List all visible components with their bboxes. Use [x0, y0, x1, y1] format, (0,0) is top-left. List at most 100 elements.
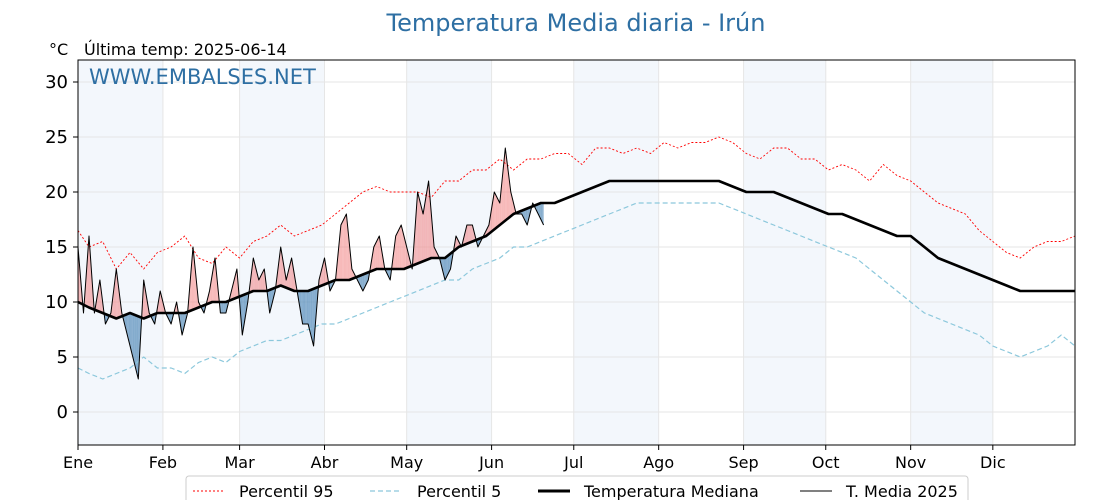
fill-above-median — [349, 241, 351, 280]
fill-above-median — [99, 280, 102, 313]
month-band-jul — [573, 60, 659, 445]
fill-above-median — [377, 236, 380, 269]
fill-above-median — [403, 236, 406, 269]
fill-above-median — [495, 194, 498, 229]
fill-below-median — [447, 254, 450, 275]
fill-above-median — [419, 197, 421, 263]
fill-above-median — [469, 225, 472, 243]
fill-above-median — [497, 197, 499, 228]
fill-above-median — [114, 269, 117, 319]
y-tick-label: 0 — [57, 402, 68, 423]
fill-above-median — [423, 205, 425, 262]
legend-label-median: Temperatura Mediana — [583, 482, 759, 500]
fill-above-median — [505, 148, 507, 221]
fill-above-median — [372, 247, 374, 271]
fill-above-median — [464, 230, 466, 245]
series-line-median — [77, 179, 1075, 320]
plot-area: 0 5 10 15 20 25 30 Ene Feb Mar Abr May Jun Jul Ago Sep O… — [45, 59, 1076, 472]
month-band-nov — [910, 60, 993, 445]
fill-below-median — [445, 256, 447, 280]
y-tick-label: 25 — [45, 127, 68, 148]
fill-below-median — [539, 203, 541, 220]
fill-above-median — [424, 197, 426, 261]
x-tick-label: Mar — [225, 453, 256, 472]
series-line-p5 — [77, 202, 1076, 380]
x-tick-label: Sep — [729, 453, 759, 472]
month-band-sep — [743, 60, 826, 445]
fill-above-median — [427, 181, 429, 260]
fill-below-median — [130, 313, 132, 352]
fill-below-median — [224, 302, 226, 313]
y-tick-label: 10 — [45, 292, 68, 313]
fill-below-median — [136, 315, 139, 379]
fill-below-median — [135, 315, 137, 374]
fill-above-median — [498, 200, 500, 227]
fill-below-median — [138, 316, 140, 379]
y-tick-label: 15 — [45, 237, 68, 258]
fill-above-median — [340, 222, 343, 280]
fill-above-median — [425, 189, 428, 261]
fill-below-median — [221, 302, 224, 313]
fill-above-median — [290, 258, 292, 290]
x-tick-label: May — [390, 453, 423, 472]
fill-below-median — [180, 313, 183, 335]
fill-below-median — [128, 313, 131, 346]
fill-above-median — [468, 225, 470, 244]
fill-above-median — [398, 227, 400, 269]
fill-above-median — [421, 208, 424, 262]
fill-above-median — [90, 255, 92, 309]
fill-below-median — [542, 203, 544, 225]
fill-above-median — [508, 170, 510, 219]
fill-above-median — [506, 159, 509, 220]
fill-below-median — [306, 291, 309, 324]
fill-below-median — [242, 294, 244, 335]
fill-below-median — [524, 209, 526, 223]
fill-above-median — [375, 241, 377, 270]
fill-below-median — [525, 208, 528, 225]
fill-above-median — [414, 211, 417, 265]
fill-above-median — [503, 148, 506, 222]
fill-below-median — [309, 289, 311, 335]
fill-above-median — [213, 258, 215, 302]
fill-above-median — [499, 189, 502, 225]
x-tick-label: Abr — [311, 453, 339, 472]
fill-above-median — [260, 274, 262, 291]
fill-above-median — [253, 258, 255, 291]
fill-above-median — [346, 214, 348, 280]
fill-above-median — [399, 225, 402, 269]
fill-above-median — [288, 263, 291, 290]
series-line-p95 — [77, 136, 1076, 270]
fill-above-median — [261, 271, 263, 291]
fill-above-median — [343, 216, 346, 280]
fill-above-median — [492, 192, 495, 231]
fill-above-median — [428, 181, 430, 260]
fill-above-median — [254, 263, 257, 291]
watermark: WWW.EMBALSES.NET — [89, 65, 316, 89]
fill-below-median — [312, 288, 314, 346]
fill-below-median — [127, 313, 129, 341]
fill-below-median — [540, 203, 543, 223]
fill-below-median — [362, 273, 365, 291]
fill-below-median — [220, 302, 222, 313]
fill-above-median — [342, 219, 344, 280]
legend-label-p95: Percentil 95 — [239, 482, 334, 500]
fill-above-median — [466, 225, 469, 244]
fill-below-median — [538, 203, 540, 217]
legend: Percentil 95 Percentil 5 Temperatura Med… — [185, 475, 969, 504]
fill-above-median — [190, 263, 192, 311]
fill-above-median — [158, 291, 161, 313]
fill-below-median — [240, 295, 243, 335]
fill-below-median — [223, 302, 225, 313]
x-tick-label: Nov — [895, 453, 926, 472]
fill-below-median — [310, 289, 313, 341]
month-band-ene — [78, 60, 163, 445]
fill-above-median — [395, 233, 398, 269]
fill-below-median — [360, 275, 362, 289]
x-tick-label: Dic — [980, 453, 1006, 472]
fill-below-median — [131, 313, 133, 357]
fill-above-median — [86, 255, 88, 307]
x-tick-label: Jul — [563, 453, 583, 472]
fill-above-median — [420, 203, 422, 263]
fill-below-median — [308, 290, 310, 330]
